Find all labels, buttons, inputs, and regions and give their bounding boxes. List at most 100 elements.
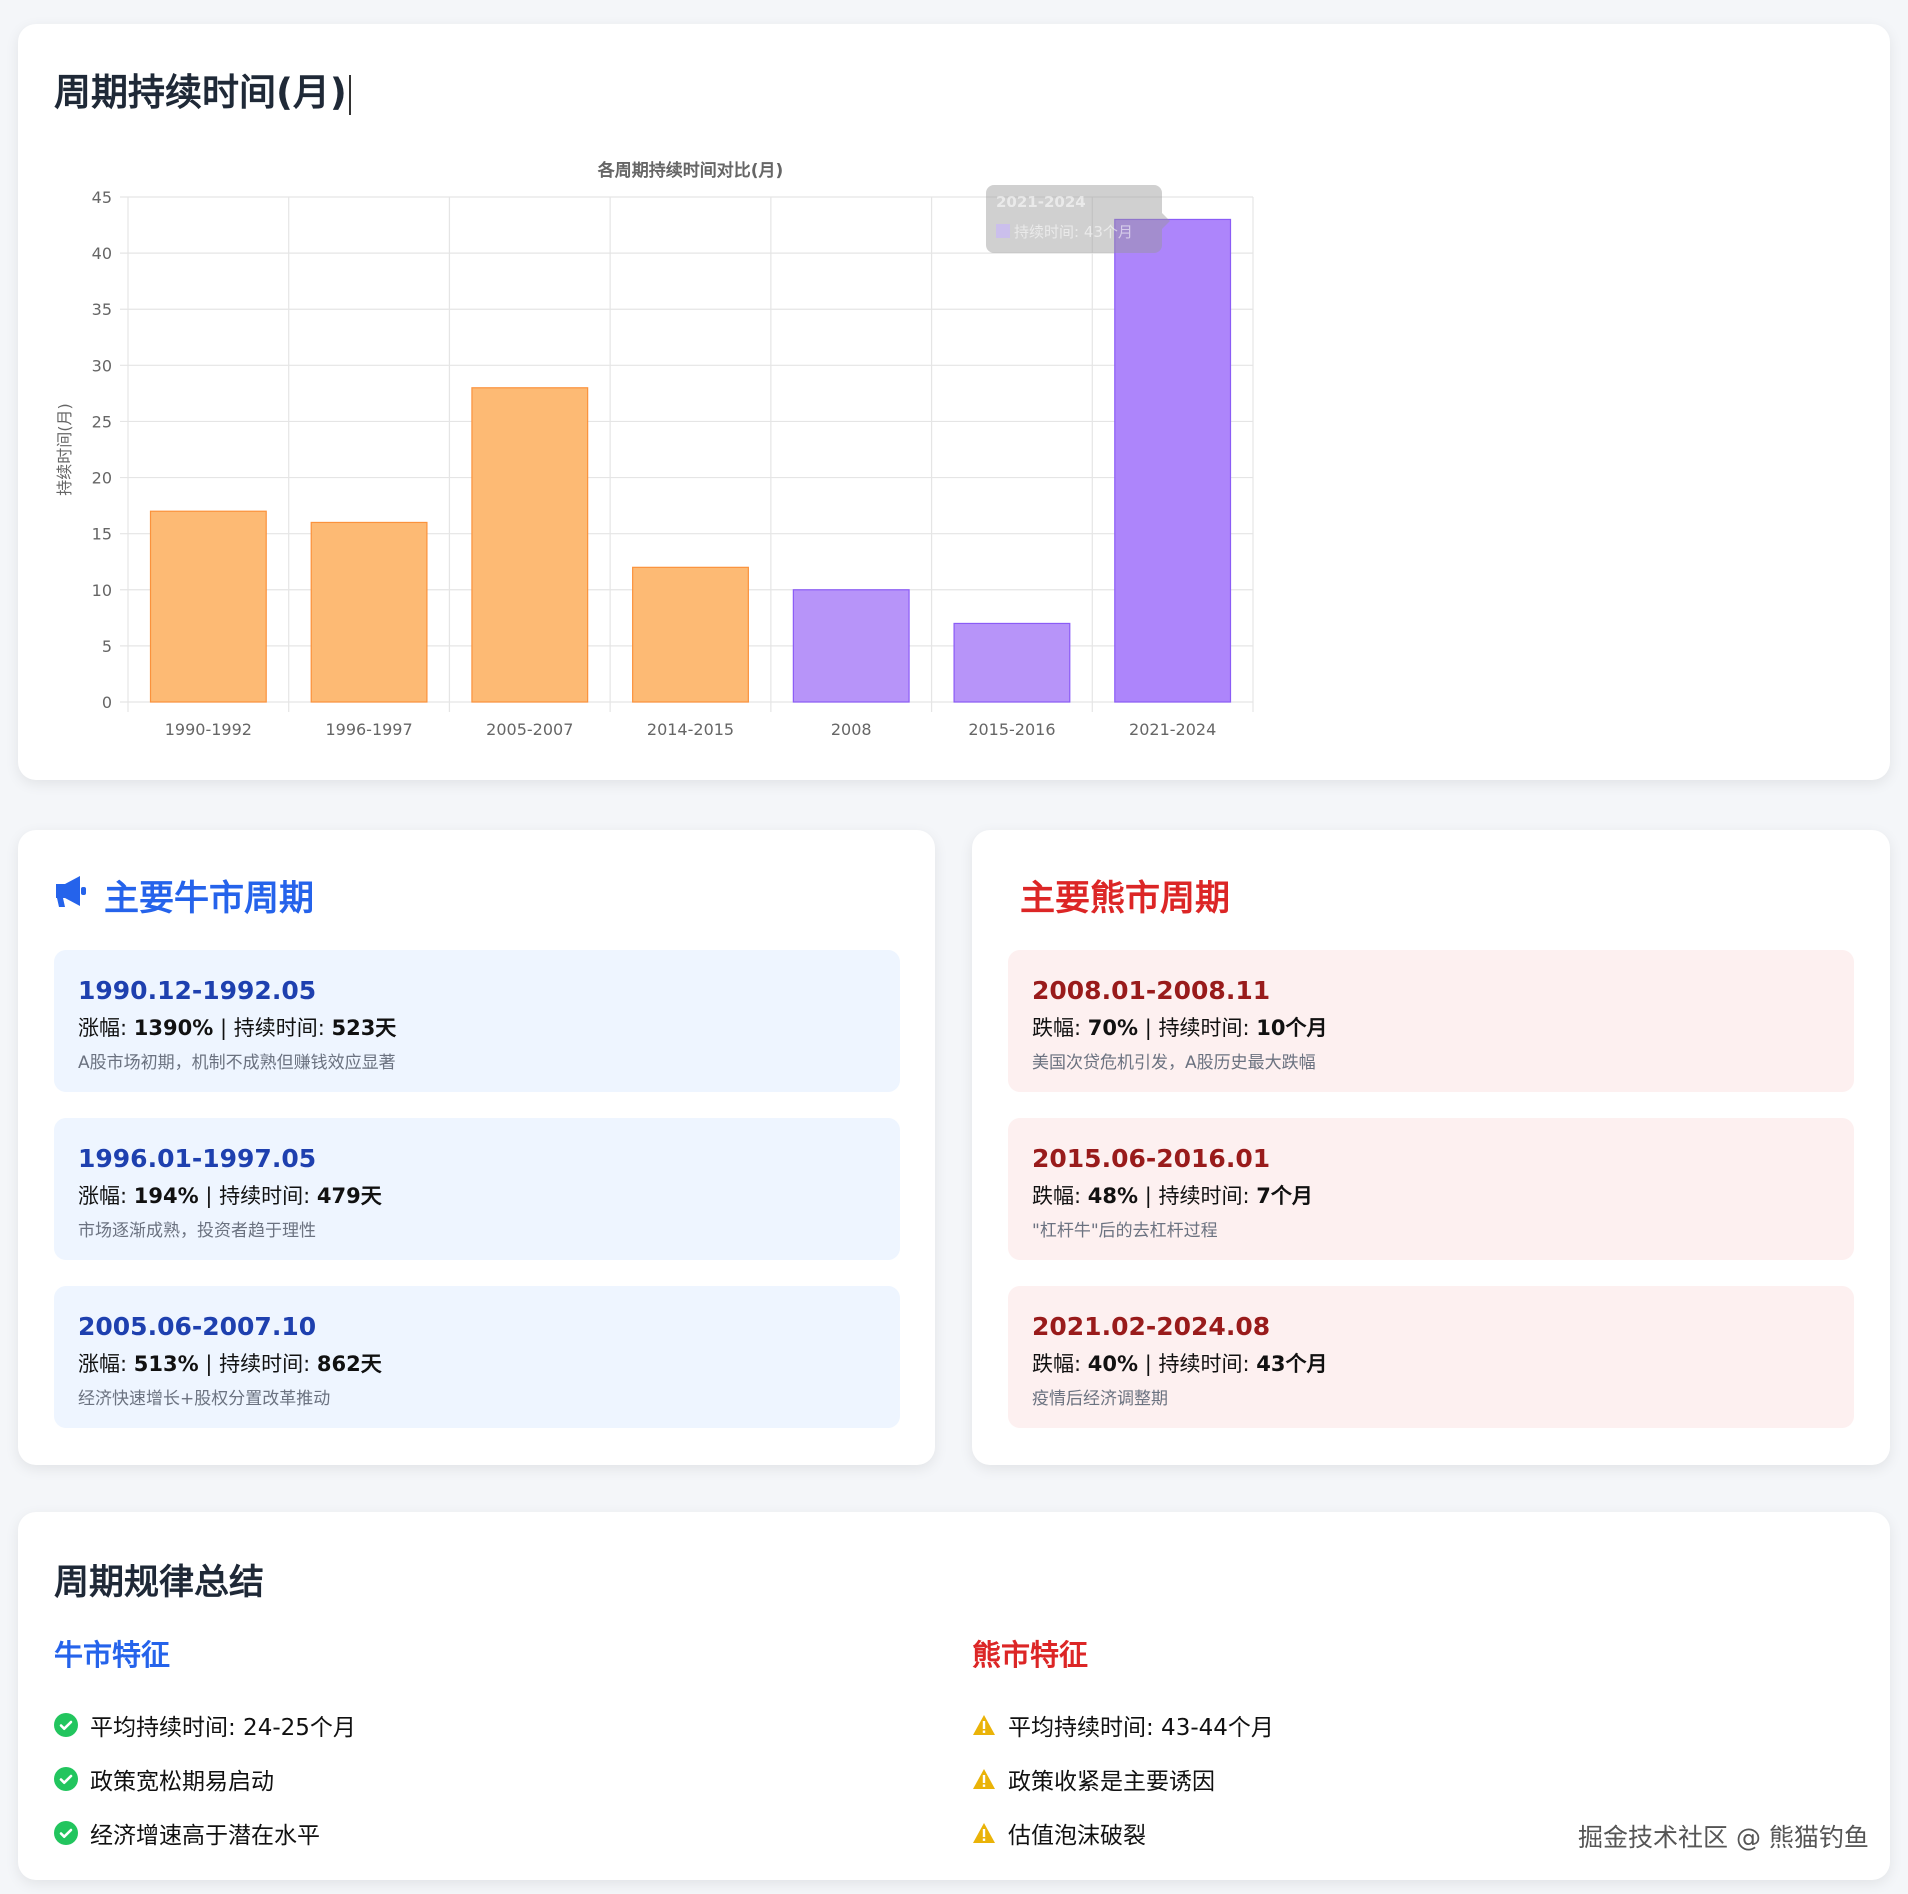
- bear-market-card: 主要熊市周期 2008.01-2008.11 跌幅: 70% | 持续时间: 1…: [972, 830, 1890, 1465]
- x-tick-label: 2014-2015: [647, 720, 734, 739]
- y-tick-label: 10: [92, 581, 112, 600]
- bull-feature-item: 平均持续时间: 24-25个月: [54, 1698, 356, 1752]
- change-value: 48%: [1087, 1184, 1139, 1208]
- chart-title: 各周期持续时间对比(月): [597, 160, 784, 181]
- y-tick-label: 20: [92, 469, 112, 488]
- y-tick-label: 35: [92, 300, 112, 319]
- duration-label: 持续时间:: [219, 1352, 317, 1376]
- cycle-date: 2008.01-2008.11: [1032, 976, 1271, 1005]
- bull-cycle-item: 1990.12-1992.05 涨幅: 1390% | 持续时间: 523天 A…: [54, 950, 900, 1092]
- cycle-date: 2021.02-2024.08: [1032, 1312, 1271, 1341]
- change-value: 513%: [133, 1352, 199, 1376]
- change-value: 40%: [1087, 1352, 1139, 1376]
- bear-feature-item: 政策收紧是主要诱因: [972, 1752, 1274, 1806]
- bull-section-title: 主要牛市周期: [54, 870, 314, 921]
- y-tick-label: 45: [92, 188, 112, 207]
- bull-cycle-item: 1996.01-1997.05 涨幅: 194% | 持续时间: 479天 市场…: [54, 1118, 900, 1260]
- change-value: 1390%: [133, 1016, 214, 1040]
- check-circle-icon: [54, 1767, 78, 1791]
- feature-text: 平均持续时间: 43-44个月: [1008, 1715, 1274, 1741]
- cycle-desc: 疫情后经济调整期: [1032, 1389, 1168, 1409]
- bear-features: 熊市特征 平均持续时间: 43-44个月 政策收紧是主要诱因 估值泡沫破裂: [972, 1632, 1274, 1860]
- cycle-desc: 市场逐渐成熟，投资者趋于理性: [78, 1221, 316, 1241]
- cycle-desc: 经济快速增长+股权分置改革推动: [78, 1389, 331, 1409]
- feature-text: 估值泡沫破裂: [1008, 1823, 1146, 1849]
- bull-title-text: 主要牛市周期: [104, 879, 315, 919]
- bull-feature-item: 政策宽松期易启动: [54, 1752, 356, 1806]
- cycle-stats: 涨幅: 1390% | 持续时间: 523天: [78, 1012, 396, 1042]
- duration-value: 862天: [316, 1352, 382, 1376]
- x-tick-label: 1990-1992: [165, 720, 252, 739]
- bar-2008: [792, 589, 910, 703]
- bar-1990-1992: [149, 510, 267, 703]
- cycle-date: 1996.01-1997.05: [78, 1144, 317, 1173]
- y-tick-label: 25: [92, 412, 112, 431]
- cycle-desc: "杠杆牛"后的去杠杆过程: [1032, 1221, 1218, 1241]
- feature-text: 平均持续时间: 24-25个月: [90, 1715, 356, 1741]
- change-value: 70%: [1087, 1016, 1139, 1040]
- separator: |: [198, 1352, 220, 1376]
- tooltip-body: 持续时间: 43个月: [1014, 223, 1133, 241]
- duration-value: 10个月: [1256, 1016, 1328, 1040]
- cycle-desc: 美国次贷危机引发，A股历史最大跌幅: [1032, 1053, 1316, 1073]
- separator: |: [198, 1184, 220, 1208]
- feature-text: 政策收紧是主要诱因: [1008, 1769, 1215, 1795]
- separator: |: [1138, 1352, 1159, 1376]
- duration-chart-card: 周期持续时间(月) 各周期持续时间对比(月) 0 5 10 15 20 25 30 35 40 45…: [18, 24, 1890, 780]
- chart-tooltip: 2021-2024 持续时间: 43个月: [986, 185, 1170, 253]
- duration-label: 持续时间:: [1158, 1352, 1257, 1376]
- bull-feature-item: 经济增速高于潜在水平: [54, 1806, 356, 1860]
- change-label: 跌幅:: [1032, 1184, 1088, 1208]
- feature-text: 政策宽松期易启动: [90, 1769, 274, 1795]
- check-circle-icon: [54, 1821, 78, 1845]
- bar-2015-2016: [953, 622, 1071, 703]
- bull-cycle-item: 2005.06-2007.10 涨幅: 513% | 持续时间: 862天 经济…: [54, 1286, 900, 1428]
- tooltip-title: 2021-2024: [996, 193, 1086, 211]
- x-tick-label: 2015-2016: [968, 720, 1055, 739]
- bar-2005-2007: [471, 387, 589, 703]
- cycle-date: 2015.06-2016.01: [1032, 1144, 1271, 1173]
- y-tick-label: 40: [92, 244, 112, 263]
- separator: |: [1138, 1184, 1159, 1208]
- x-tick-label: 2021-2024: [1129, 720, 1216, 739]
- cycle-stats: 涨幅: 194% | 持续时间: 479天: [78, 1180, 382, 1210]
- cycle-stats: 跌幅: 70% | 持续时间: 10个月: [1032, 1012, 1327, 1042]
- separator: |: [1138, 1016, 1159, 1040]
- duration-label: 持续时间:: [1158, 1016, 1257, 1040]
- bar-2021-2024: [1114, 218, 1232, 703]
- summary-title: 周期规律总结: [54, 1563, 265, 1603]
- cycle-desc: A股市场初期，机制不成熟但赚钱效应显著: [78, 1053, 396, 1073]
- bear-feature-item: 平均持续时间: 43-44个月: [972, 1698, 1274, 1752]
- y-axis-label: 持续时间(月): [55, 403, 74, 496]
- duration-label: 持续时间:: [233, 1016, 332, 1040]
- tooltip-box: [986, 185, 1170, 253]
- bear-section-title: 主要熊市周期: [1020, 870, 1230, 921]
- bull-features-title: 牛市特征: [54, 1638, 171, 1672]
- duration-bar-chart[interactable]: 各周期持续时间对比(月) 0 5 10 15 20 25 30 35 40 45 持续时间(月) 199…: [18, 24, 1890, 780]
- bar-1996-1997: [310, 521, 428, 703]
- bear-cycle-item: 2015.06-2016.01 跌幅: 48% | 持续时间: 7个月 "杠杆牛…: [1008, 1118, 1854, 1260]
- bull-market-card: 主要牛市周期 1990.12-1992.05 涨幅: 1390% | 持续时间:…: [18, 830, 935, 1465]
- cycle-date: 2005.06-2007.10: [78, 1312, 317, 1341]
- watermark: 掘金技术社区 @ 熊猫钓鱼: [1578, 1823, 1869, 1852]
- summary-card: 周期规律总结 牛市特征 平均持续时间: 24-25个月 政策宽松期易启动 经济增…: [18, 1512, 1890, 1880]
- duration-value: 7个月: [1256, 1184, 1313, 1208]
- y-tick-label: 0: [102, 693, 112, 712]
- duration-value: 43个月: [1256, 1352, 1328, 1376]
- warning-icon: [972, 1821, 996, 1845]
- bull-features: 牛市特征 平均持续时间: 24-25个月 政策宽松期易启动 经济增速高于潜在水平: [54, 1632, 356, 1860]
- change-label: 跌幅:: [1032, 1016, 1088, 1040]
- text-caret: [348, 74, 351, 115]
- bar-2014-2015: [632, 566, 749, 703]
- cycle-stats: 涨幅: 513% | 持续时间: 862天: [78, 1348, 382, 1378]
- y-tick-label: 15: [92, 525, 112, 544]
- duration-value: 523天: [331, 1016, 397, 1040]
- change-label: 涨幅:: [78, 1352, 134, 1376]
- bear-feature-item: 估值泡沫破裂: [972, 1806, 1274, 1860]
- x-tick-label: 2005-2007: [486, 720, 573, 739]
- change-label: 跌幅:: [1032, 1352, 1088, 1376]
- bear-title-text: 主要熊市周期: [1020, 879, 1231, 919]
- change-value: 194%: [133, 1184, 199, 1208]
- y-tick-label: 30: [92, 356, 112, 375]
- feature-text: 经济增速高于潜在水平: [90, 1823, 320, 1849]
